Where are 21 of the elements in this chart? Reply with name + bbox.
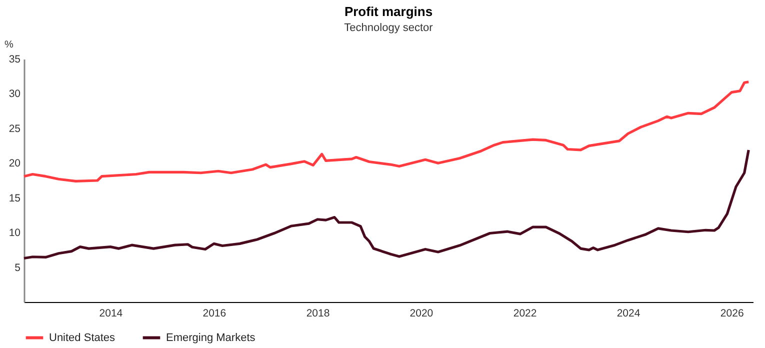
x-tick-label: 2014: [99, 308, 123, 320]
legend-label: United States: [49, 332, 116, 344]
x-tick-label: 2016: [202, 308, 226, 320]
chart-title: Profit margins: [344, 4, 433, 19]
y-axis-title: %: [4, 40, 14, 50]
line-series: [22, 80, 750, 182]
x-tick-label: 2020: [410, 308, 434, 320]
y-tick-label: 10: [8, 227, 21, 240]
y-tick-label: 5: [14, 262, 21, 274]
x-tick-label: 2022: [513, 308, 537, 320]
x-tick-label: 2026: [720, 308, 744, 320]
y-tick-label: 25: [8, 122, 21, 135]
x-tick-label: 2018: [306, 308, 330, 320]
y-tick-label: 20: [8, 158, 21, 170]
y-tick-label: 15: [8, 192, 21, 204]
chart-subtitle: Technology sector: [344, 22, 434, 34]
y-tick-label: 35: [8, 54, 21, 66]
x-tick-label: 2024: [616, 308, 640, 320]
line-series: [22, 148, 750, 260]
y-tick-label: 30: [8, 88, 21, 100]
legend-label: Emerging Markets: [166, 332, 256, 344]
